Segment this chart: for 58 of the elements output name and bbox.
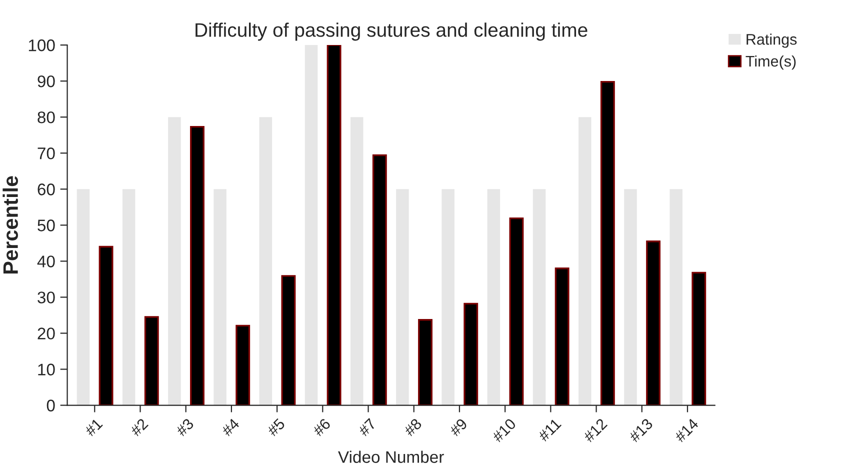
y-tick-label: 10 [38,364,55,376]
x-tick-label: #11 [537,418,562,442]
bar [396,189,409,406]
y-tick-label: 20 [38,328,55,340]
bar [487,189,500,406]
bar [554,268,570,406]
x-axis-title: Video Number [338,450,444,463]
legend-label: Ratings [746,34,797,48]
bar [624,189,637,406]
bar [350,117,364,406]
bar [304,45,318,406]
y-tick-label: 50 [38,220,55,232]
x-tick-label: #6 [312,418,332,437]
bar [578,117,592,406]
bar [190,126,204,406]
y-axis-title: Percentile [2,176,18,274]
bar [259,117,272,406]
bar [600,80,615,406]
bar [326,45,342,406]
bar [122,189,136,406]
x-tick-label: #9 [448,418,468,437]
bar [168,117,181,406]
bar [372,154,387,406]
y-tick-label: 0 [46,400,55,412]
y-tick-label: 70 [38,148,55,160]
chart-title: Difficulty of passing sutures and cleaning time [196,22,588,41]
x-tick-label: #10 [491,418,517,443]
y-tick-label: 100 [28,39,55,52]
y-tick-label: 40 [37,256,55,268]
bar [646,240,661,406]
y-tick-label: 60 [38,184,55,196]
bar [214,189,226,406]
bar [281,275,296,406]
y-tick-label: 80 [38,111,55,124]
x-tick-label: #3 [175,418,194,437]
y-tick-label: 30 [38,292,55,304]
bar [236,324,250,406]
x-tick-label: #2 [130,418,149,437]
y-tick-label: 90 [38,75,55,88]
legend-label: Time(s) [746,55,796,70]
x-tick-label: #13 [628,418,654,443]
bar [144,316,159,406]
bar [692,272,706,406]
x-tick-label: #5 [266,418,286,437]
x-tick-label: #12 [582,418,608,443]
bar [509,217,524,406]
bar [442,189,454,406]
x-tick-label: #8 [403,418,422,437]
x-tick-label: #4 [220,418,240,437]
bar [464,302,478,406]
bar [532,189,546,406]
x-tick-label: #7 [358,418,377,437]
bar [670,189,682,406]
bar [98,246,114,406]
x-tick-label: #14 [674,418,699,443]
bar [76,189,90,406]
bar [418,319,432,406]
x-tick-label: #1 [84,418,103,437]
